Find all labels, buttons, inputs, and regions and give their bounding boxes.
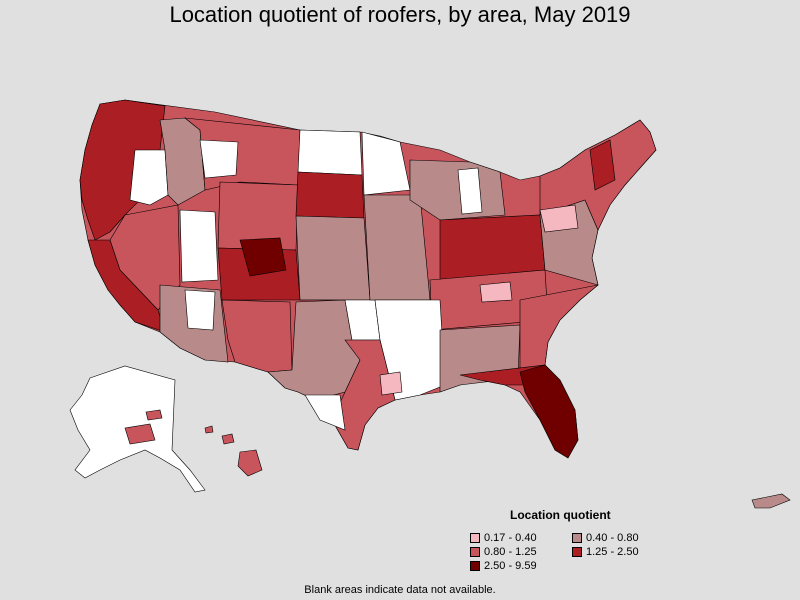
region-south-dakota bbox=[295, 171, 365, 219]
legend-swatch-3 bbox=[572, 547, 582, 557]
region-louisiana-light bbox=[379, 371, 403, 396]
region-ohio-valley bbox=[439, 214, 546, 281]
legend-label-2: 0.80 - 1.25 bbox=[484, 546, 537, 558]
hawaii-island-maui bbox=[221, 433, 235, 445]
legend-title: Location quotient bbox=[510, 508, 611, 522]
legend-swatch-1 bbox=[572, 533, 582, 543]
region-minnesota bbox=[361, 131, 411, 196]
legend-swatch-2 bbox=[470, 547, 480, 557]
region-vermont-nh bbox=[589, 139, 616, 191]
legend-label-0: 0.17 - 0.40 bbox=[484, 532, 537, 544]
region-california bbox=[87, 239, 166, 333]
puerto-rico-island bbox=[751, 493, 791, 509]
data-availability-note: Blank areas indicate data not available. bbox=[304, 584, 496, 596]
region-arizona-blank bbox=[184, 289, 216, 331]
region-idaho-north bbox=[129, 149, 169, 206]
legend-swatch-0 bbox=[470, 533, 480, 543]
region-pennsylvania-light bbox=[539, 204, 579, 233]
map-title: Location quotient of roofers, by area, M… bbox=[169, 2, 631, 27]
region-texas-blank bbox=[304, 394, 346, 431]
region-utah bbox=[179, 209, 219, 283]
legend-swatch-4 bbox=[470, 561, 480, 571]
region-kentucky-light bbox=[479, 281, 513, 303]
region-florida bbox=[519, 364, 579, 459]
region-nebraska-kansas bbox=[295, 215, 371, 301]
legend-label-3: 1.25 - 2.50 bbox=[586, 546, 639, 558]
legend-label-4: 2.50 - 9.59 bbox=[484, 560, 537, 572]
region-colorado-peak bbox=[239, 237, 287, 277]
region-great-lakes-blank bbox=[457, 167, 483, 215]
alaska-region-south bbox=[124, 423, 156, 445]
contiguous-us bbox=[79, 99, 657, 459]
region-montana-west bbox=[199, 139, 239, 179]
hawaii bbox=[204, 425, 263, 477]
puerto-rico bbox=[751, 493, 791, 509]
region-north-dakota bbox=[297, 129, 363, 176]
region-iowa-missouri bbox=[363, 194, 431, 301]
legend-label-1: 0.40 - 0.80 bbox=[586, 532, 639, 544]
hawaii-island-big bbox=[237, 449, 263, 477]
alaska-region-kodiak bbox=[145, 409, 163, 421]
alaska bbox=[69, 365, 206, 493]
region-georgia-carolinas bbox=[519, 284, 599, 371]
hawaii-island-oahu bbox=[204, 425, 214, 434]
region-northwest bbox=[79, 99, 166, 241]
